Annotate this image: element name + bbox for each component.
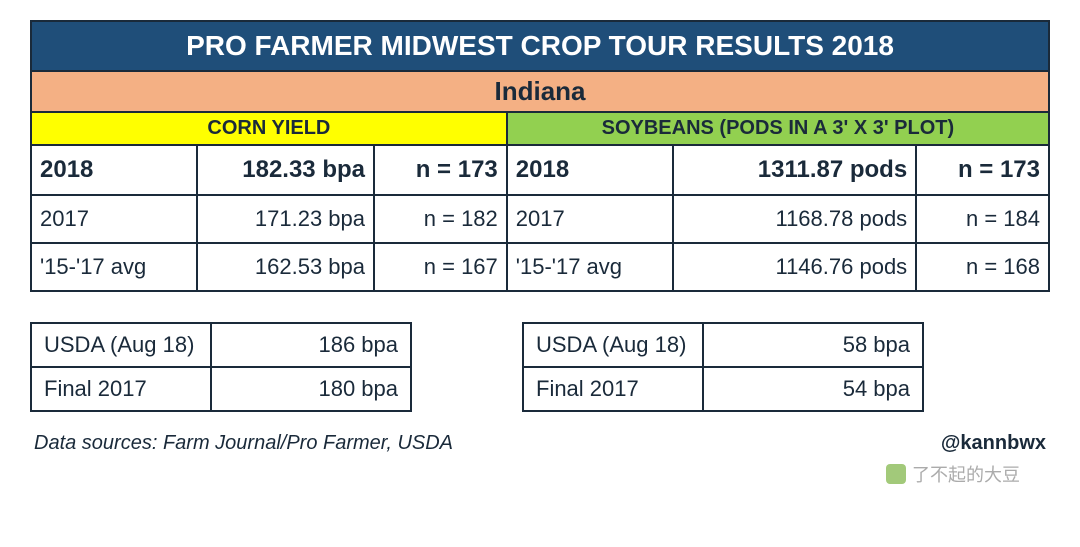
- soy-row-value: 1311.87 pods: [673, 145, 916, 195]
- usda-label: USDA (Aug 18): [31, 323, 211, 367]
- table-row: USDA (Aug 18) 58 bpa: [523, 323, 923, 367]
- soy-row-n: n = 184: [916, 195, 1049, 243]
- corn-row-label: 2017: [31, 195, 197, 243]
- watermark-icon: [886, 464, 906, 484]
- watermark: 了不起的大豆: [886, 461, 1020, 487]
- soy-row-label: '15-'17 avg: [507, 243, 673, 291]
- table-row: 2018 182.33 bpa n = 173 2018 1311.87 pod…: [31, 145, 1049, 195]
- usda-value: 58 bpa: [703, 323, 923, 367]
- state-name: Indiana: [31, 71, 1049, 112]
- corn-row-n: n = 173: [374, 145, 507, 195]
- corn-row-value: 182.33 bpa: [197, 145, 374, 195]
- crop-results-table: PRO FARMER MIDWEST CROP TOUR RESULTS 201…: [30, 20, 1050, 292]
- soy-row-label: 2017: [507, 195, 673, 243]
- corn-row-value: 162.53 bpa: [197, 243, 374, 291]
- usda-value: 186 bpa: [211, 323, 411, 367]
- soy-row-n: n = 173: [916, 145, 1049, 195]
- corn-row-label: '15-'17 avg: [31, 243, 197, 291]
- author-handle: @kannbwx: [941, 432, 1046, 455]
- corn-row-n: n = 182: [374, 195, 507, 243]
- soy-row-value: 1146.76 pods: [673, 243, 916, 291]
- soy-row-value: 1168.78 pods: [673, 195, 916, 243]
- usda-value: 54 bpa: [703, 367, 923, 411]
- table-row: 2017 171.23 bpa n = 182 2017 1168.78 pod…: [31, 195, 1049, 243]
- corn-row-value: 171.23 bpa: [197, 195, 374, 243]
- table-row: Final 2017 180 bpa: [31, 367, 411, 411]
- soy-row-label: 2018: [507, 145, 673, 195]
- data-sources-text: Data sources: Farm Journal/Pro Farmer, U…: [34, 432, 453, 455]
- usda-tables-container: USDA (Aug 18) 186 bpa Final 2017 180 bpa…: [30, 322, 1050, 412]
- soy-usda-table: USDA (Aug 18) 58 bpa Final 2017 54 bpa: [522, 322, 924, 412]
- corn-usda-table: USDA (Aug 18) 186 bpa Final 2017 180 bpa: [30, 322, 412, 412]
- corn-header: CORN YIELD: [31, 112, 507, 145]
- table-row: '15-'17 avg 162.53 bpa n = 167 '15-'17 a…: [31, 243, 1049, 291]
- watermark-text: 了不起的大豆: [912, 461, 1020, 487]
- soy-row-n: n = 168: [916, 243, 1049, 291]
- table-title: PRO FARMER MIDWEST CROP TOUR RESULTS 201…: [31, 21, 1049, 71]
- usda-label: USDA (Aug 18): [523, 323, 703, 367]
- usda-label: Final 2017: [523, 367, 703, 411]
- soy-header: SOYBEANS (PODS IN A 3' X 3' PLOT): [507, 112, 1049, 145]
- usda-value: 180 bpa: [211, 367, 411, 411]
- footer: Data sources: Farm Journal/Pro Farmer, U…: [30, 432, 1050, 455]
- corn-row-label: 2018: [31, 145, 197, 195]
- corn-row-n: n = 167: [374, 243, 507, 291]
- table-row: Final 2017 54 bpa: [523, 367, 923, 411]
- usda-label: Final 2017: [31, 367, 211, 411]
- table-row: USDA (Aug 18) 186 bpa: [31, 323, 411, 367]
